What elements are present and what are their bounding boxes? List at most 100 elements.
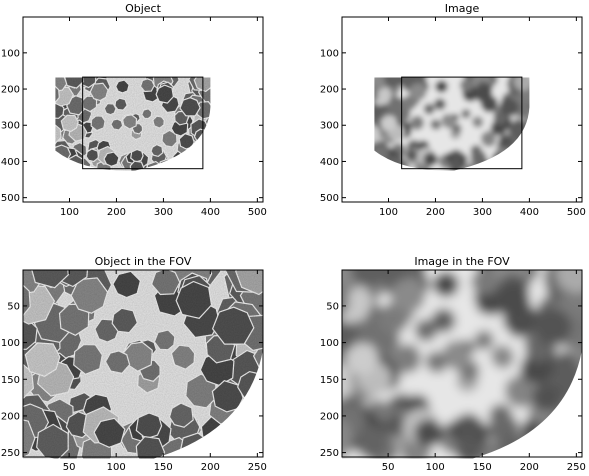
cell-region bbox=[374, 77, 386, 92]
y-tick-label: 500 bbox=[320, 193, 339, 204]
x-tick-label: 50 bbox=[382, 462, 395, 473]
cell-region bbox=[85, 148, 100, 163]
cell-region bbox=[103, 102, 117, 116]
cell-region bbox=[473, 330, 494, 350]
cell-region bbox=[515, 101, 530, 119]
y-tick-label: 100 bbox=[320, 338, 339, 349]
panel-title: Object in the FOV bbox=[95, 255, 192, 268]
cell-region bbox=[441, 114, 456, 129]
cell-region bbox=[405, 148, 418, 162]
cell-region bbox=[170, 344, 196, 370]
x-tick-label: 500 bbox=[567, 207, 586, 218]
cell-region bbox=[344, 342, 379, 377]
cell-region bbox=[110, 118, 124, 131]
cell-region bbox=[401, 96, 416, 112]
cell-region bbox=[152, 115, 165, 129]
cell-region bbox=[433, 98, 447, 111]
cell-region bbox=[175, 280, 213, 319]
cell-region bbox=[531, 380, 563, 412]
cell-region bbox=[161, 129, 178, 148]
y-tick-label: 200 bbox=[1, 411, 20, 422]
x-tick-label: 300 bbox=[473, 207, 492, 218]
y-tick-label: 200 bbox=[320, 85, 339, 96]
cell-region bbox=[431, 271, 460, 298]
cell-region bbox=[475, 85, 493, 104]
cell-region bbox=[193, 77, 211, 93]
y-tick-label: 100 bbox=[1, 338, 20, 349]
cell-region bbox=[168, 402, 194, 428]
cell-region bbox=[73, 343, 103, 375]
cell-region bbox=[112, 270, 142, 299]
cell-region bbox=[104, 350, 131, 374]
cell-region bbox=[392, 344, 422, 375]
cell-region bbox=[150, 143, 164, 158]
cell-region bbox=[409, 83, 427, 101]
y-tick-label: 100 bbox=[320, 48, 339, 59]
panel-2: Image 100 200 300 400 500 100 200 300 400 500 bbox=[320, 2, 586, 218]
cell-region bbox=[141, 108, 153, 120]
fov-box bbox=[82, 76, 204, 170]
cell-region bbox=[63, 77, 84, 89]
cell-region bbox=[36, 423, 69, 459]
axes-frame bbox=[341, 16, 583, 203]
cell-region bbox=[498, 133, 514, 149]
cell-region bbox=[355, 424, 388, 459]
x-tick-label: 100 bbox=[379, 207, 398, 218]
cell-region bbox=[488, 403, 513, 428]
x-tick-label: 300 bbox=[154, 207, 173, 218]
cell-region bbox=[342, 270, 362, 295]
x-tick-label: 150 bbox=[154, 462, 173, 473]
cell-region bbox=[135, 436, 166, 459]
y-tick-label: 50 bbox=[326, 301, 339, 312]
cell-region bbox=[431, 308, 457, 333]
panel-title: Image in the FOV bbox=[414, 255, 510, 268]
cell-region bbox=[413, 418, 444, 448]
cell-region bbox=[374, 102, 383, 119]
cell-region bbox=[455, 412, 481, 439]
cell-region bbox=[495, 281, 531, 319]
cell-region bbox=[378, 304, 408, 336]
axes-frame bbox=[22, 269, 264, 458]
y-tick-label: 400 bbox=[320, 157, 339, 168]
x-tick-label: 250 bbox=[567, 462, 586, 473]
cell-region bbox=[390, 277, 427, 314]
cell-region bbox=[504, 374, 536, 408]
panel-title: Object bbox=[125, 2, 162, 15]
cell-region bbox=[449, 161, 464, 171]
x-tick-label: 200 bbox=[520, 462, 539, 473]
cell-region bbox=[111, 307, 139, 334]
y-tick-label: 50 bbox=[7, 301, 20, 312]
x-tick-label: 250 bbox=[248, 462, 267, 473]
cell-region bbox=[471, 116, 484, 129]
cell-region bbox=[179, 97, 201, 117]
x-tick-label: 50 bbox=[63, 462, 76, 473]
cell-region bbox=[55, 123, 62, 145]
y-tick-label: 250 bbox=[1, 448, 20, 459]
cell-region bbox=[235, 270, 263, 296]
x-tick-label: 150 bbox=[473, 462, 492, 473]
cell-region bbox=[429, 119, 442, 130]
cell-region bbox=[513, 77, 530, 92]
cell-region bbox=[23, 416, 36, 459]
cell-region bbox=[349, 270, 388, 288]
y-tick-label: 250 bbox=[320, 448, 339, 459]
cell-region bbox=[55, 102, 65, 119]
cell-region bbox=[90, 115, 106, 132]
cell-region bbox=[434, 80, 449, 93]
y-tick-label: 100 bbox=[1, 48, 20, 59]
cell-region bbox=[459, 78, 474, 92]
cell-region bbox=[60, 114, 79, 133]
cell-region bbox=[423, 152, 438, 167]
panel-1: Object 100 200 300 400 500 100 200 300 400 500 bbox=[1, 2, 267, 218]
cell-region bbox=[121, 114, 138, 130]
y-tick-label: 150 bbox=[1, 375, 20, 386]
cell-region bbox=[470, 270, 499, 295]
panel-3: Object in the FOV 50 100 150 200 250 50 100 150 2… bbox=[1, 255, 267, 473]
x-tick-label: 100 bbox=[426, 462, 445, 473]
cell-region bbox=[114, 97, 128, 111]
y-tick-label: 300 bbox=[320, 121, 339, 132]
cell-region bbox=[481, 130, 496, 147]
x-tick-label: 100 bbox=[60, 207, 79, 218]
y-tick-label: 200 bbox=[1, 85, 20, 96]
